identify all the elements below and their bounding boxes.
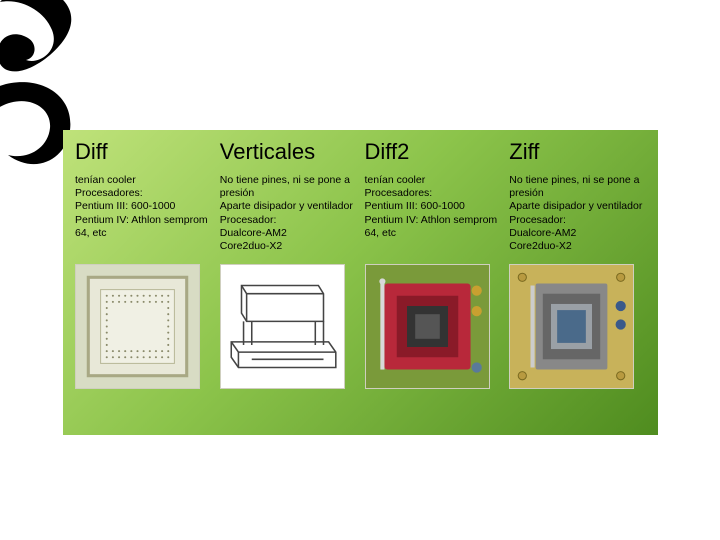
col-body: No tiene pines, ni se pone a presión Apa… [220, 170, 357, 256]
col-body: tenían cooler Procesadores: Pentium III:… [365, 170, 502, 256]
column-verticales: Verticales No tiene pines, ni se pone a … [220, 140, 357, 423]
column-diff2: Diff2 tenían cooler Procesadores: Pentiu… [365, 140, 502, 423]
column-ziff: Ziff No tiene pines, ni se pone a presió… [509, 140, 646, 423]
col-title: Diff2 [365, 140, 502, 170]
image-socket-red [365, 264, 490, 389]
image-slot-cartridge [220, 264, 345, 389]
col-title: Diff [75, 140, 212, 170]
col-body: tenían cooler Procesadores: Pentium III:… [75, 170, 212, 256]
image-socket-lga [509, 264, 634, 389]
col-body: No tiene pines, ni se pone a presión Apa… [509, 170, 646, 256]
content-panel: Diff tenían cooler Procesadores: Pentium… [63, 130, 658, 435]
image-socket-pga [75, 264, 200, 389]
columns-row: Diff tenían cooler Procesadores: Pentium… [75, 140, 646, 423]
col-title: Verticales [220, 140, 357, 170]
col-title: Ziff [509, 140, 646, 170]
column-diff: Diff tenían cooler Procesadores: Pentium… [75, 140, 212, 423]
